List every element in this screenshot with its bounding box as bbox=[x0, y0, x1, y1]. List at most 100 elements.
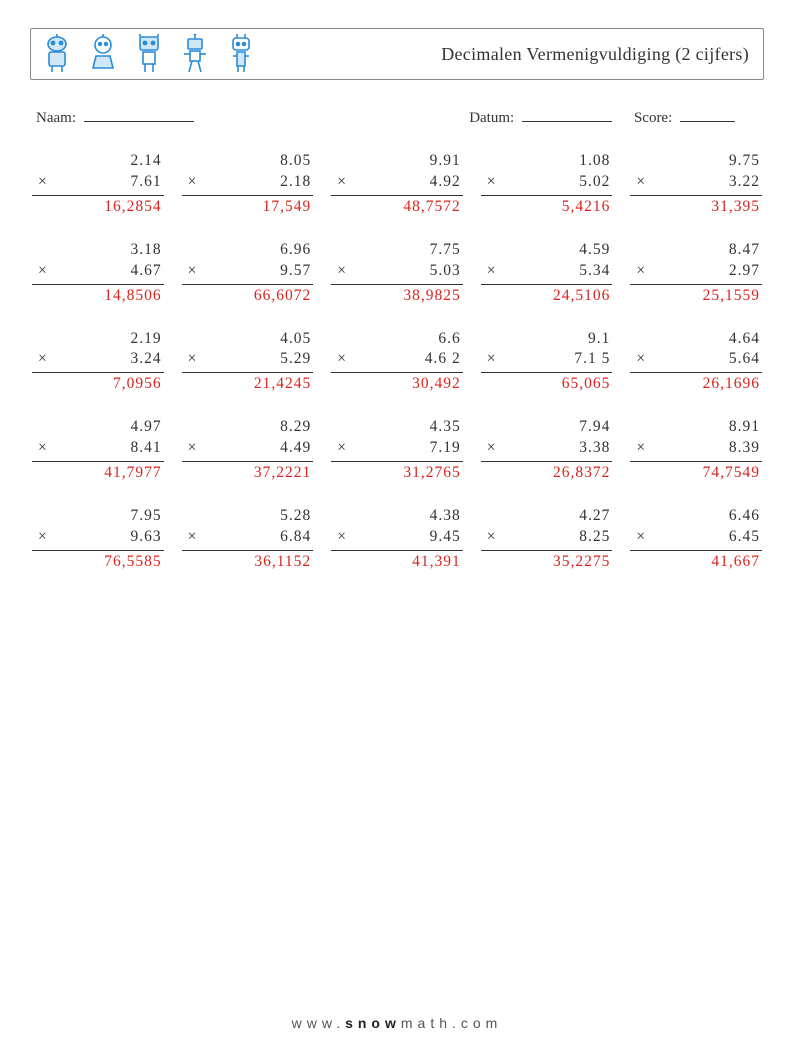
multiplicand: 6.6 bbox=[438, 329, 462, 350]
multiplication-problem: 8.29 × 4.49 37,2221 bbox=[182, 417, 314, 484]
multiplicand: 4.05 bbox=[280, 329, 313, 350]
multiplication-problem: 2.19×3.247,0956 bbox=[32, 329, 164, 396]
rule-line bbox=[481, 195, 613, 196]
mult-sign: × bbox=[38, 349, 47, 370]
answer: 38,9825 bbox=[403, 286, 462, 307]
mult-sign: × bbox=[487, 172, 496, 193]
name-label: Naam: bbox=[36, 110, 76, 126]
multiplicand: 8.05 bbox=[280, 151, 313, 172]
multiplicand: 3.18 bbox=[130, 240, 163, 261]
worksheet-title: Decimalen Vermenigvuldiging (2 cijfers) bbox=[441, 44, 749, 65]
answer: 76,5585 bbox=[104, 552, 163, 573]
rule-line bbox=[331, 195, 463, 196]
multiplication-problem: 4.64×5.6426,1696 bbox=[630, 329, 762, 396]
multiplier: 8.25 bbox=[579, 527, 610, 548]
rule-line bbox=[32, 372, 164, 373]
multiplication-problem: 7.95×9.6376,5585 bbox=[32, 506, 164, 573]
answer: 37,2221 bbox=[254, 463, 313, 484]
rule-line bbox=[481, 284, 613, 285]
rule-line bbox=[481, 461, 613, 462]
answer: 74,7549 bbox=[703, 463, 762, 484]
multiplier: 4.67 bbox=[130, 261, 161, 282]
mult-sign: × bbox=[38, 527, 47, 548]
multiplier: 6.84 bbox=[280, 527, 311, 548]
mult-sign: × bbox=[337, 349, 346, 370]
rule-line bbox=[182, 284, 314, 285]
multiplication-problem: 4.05×5.2921,4245 bbox=[182, 329, 314, 396]
multiplication-problem: 8.05×2.1817,549 bbox=[182, 151, 314, 218]
multiplication-problem: 4.97×8.4141,7977 bbox=[32, 417, 164, 484]
multiplication-problem: 7.75×5.0338,9825 bbox=[331, 240, 463, 307]
header-box: Decimalen Vermenigvuldiging (2 cijfers) bbox=[30, 28, 764, 80]
score-label: Score: bbox=[634, 110, 672, 126]
date-label: Datum: bbox=[469, 110, 514, 126]
mult-sign: × bbox=[337, 438, 346, 459]
mult-sign: × bbox=[38, 172, 47, 193]
answer: 41,7977 bbox=[104, 463, 163, 484]
multiplier: 5.02 bbox=[579, 172, 610, 193]
multiplier: 4.49 bbox=[280, 438, 311, 459]
mult-sign: × bbox=[38, 438, 47, 459]
robot-icon bbox=[223, 34, 259, 74]
multiplication-problem: 5.28×6.8436,1152 bbox=[182, 506, 314, 573]
rule-line bbox=[32, 550, 164, 551]
multiplication-problem: 9.75×3.2231,395 bbox=[630, 151, 762, 218]
score-blank[interactable] bbox=[680, 108, 735, 122]
multiplicand: 7.75 bbox=[430, 240, 463, 261]
multiplicand: 8.29 bbox=[280, 417, 313, 438]
mult-sign: × bbox=[487, 438, 496, 459]
multiplier: 5.34 bbox=[579, 261, 610, 282]
mult-sign: × bbox=[636, 349, 645, 370]
rule-line bbox=[630, 550, 762, 551]
multiplication-problem: 9.1×7.1 565,065 bbox=[481, 329, 613, 396]
mult-sign: × bbox=[636, 261, 645, 282]
footer-brand: snow bbox=[345, 1015, 401, 1031]
mult-sign: × bbox=[337, 172, 346, 193]
mult-sign: × bbox=[636, 527, 645, 548]
multiplier: 2.18 bbox=[280, 172, 311, 193]
multiplier: 9.63 bbox=[130, 527, 161, 548]
multiplicand: 2.19 bbox=[130, 329, 163, 350]
mult-sign: × bbox=[636, 438, 645, 459]
rule-line bbox=[182, 195, 314, 196]
rule-line bbox=[331, 372, 463, 373]
multiplicand: 1.08 bbox=[579, 151, 612, 172]
multiplication-problem: 3.18×4.6714,8506 bbox=[32, 240, 164, 307]
mult-sign: × bbox=[487, 527, 496, 548]
rule-line bbox=[32, 195, 164, 196]
multiplicand: 4.97 bbox=[130, 417, 163, 438]
name-blank[interactable] bbox=[84, 108, 194, 122]
multiplier: 3.22 bbox=[729, 172, 760, 193]
mult-sign: × bbox=[188, 261, 197, 282]
answer: 31,395 bbox=[711, 197, 762, 218]
answer: 30,492 bbox=[412, 374, 463, 395]
mult-sign: × bbox=[188, 438, 197, 459]
rule-line bbox=[331, 550, 463, 551]
robot-icons-row bbox=[39, 34, 259, 74]
footer-suffix: math.com bbox=[401, 1015, 502, 1031]
answer: 66,6072 bbox=[254, 286, 313, 307]
multiplication-problem: 4.27×8.2535,2275 bbox=[481, 506, 613, 573]
multiplication-problem: 4.59×5.3424,5106 bbox=[481, 240, 613, 307]
answer: 5,4216 bbox=[562, 197, 613, 218]
multiplicand: 8.47 bbox=[729, 240, 762, 261]
footer-prefix: www. bbox=[292, 1015, 345, 1031]
answer: 25,1559 bbox=[703, 286, 762, 307]
answer: 36,1152 bbox=[254, 552, 313, 573]
multiplication-problem: 6.46×6.4541,667 bbox=[630, 506, 762, 573]
problems-grid: 2.14×7.6116,28548.05×2.1817,5499.91×4.92… bbox=[30, 151, 764, 573]
multiplication-problem: 9.91×4.9248,7572 bbox=[331, 151, 463, 218]
multiplicand: 9.1 bbox=[588, 329, 612, 350]
meta-row: Naam: Datum: Score: bbox=[36, 108, 758, 127]
answer: 48,7572 bbox=[403, 197, 462, 218]
answer: 65,065 bbox=[562, 374, 613, 395]
robot-icon bbox=[177, 34, 213, 74]
rule-line bbox=[481, 550, 613, 551]
rule-line bbox=[331, 461, 463, 462]
rule-line bbox=[32, 284, 164, 285]
answer: 14,8506 bbox=[104, 286, 163, 307]
multiplicand: 4.64 bbox=[729, 329, 762, 350]
mult-sign: × bbox=[188, 527, 197, 548]
date-blank[interactable] bbox=[522, 108, 612, 122]
multiplier: 5.03 bbox=[430, 261, 461, 282]
